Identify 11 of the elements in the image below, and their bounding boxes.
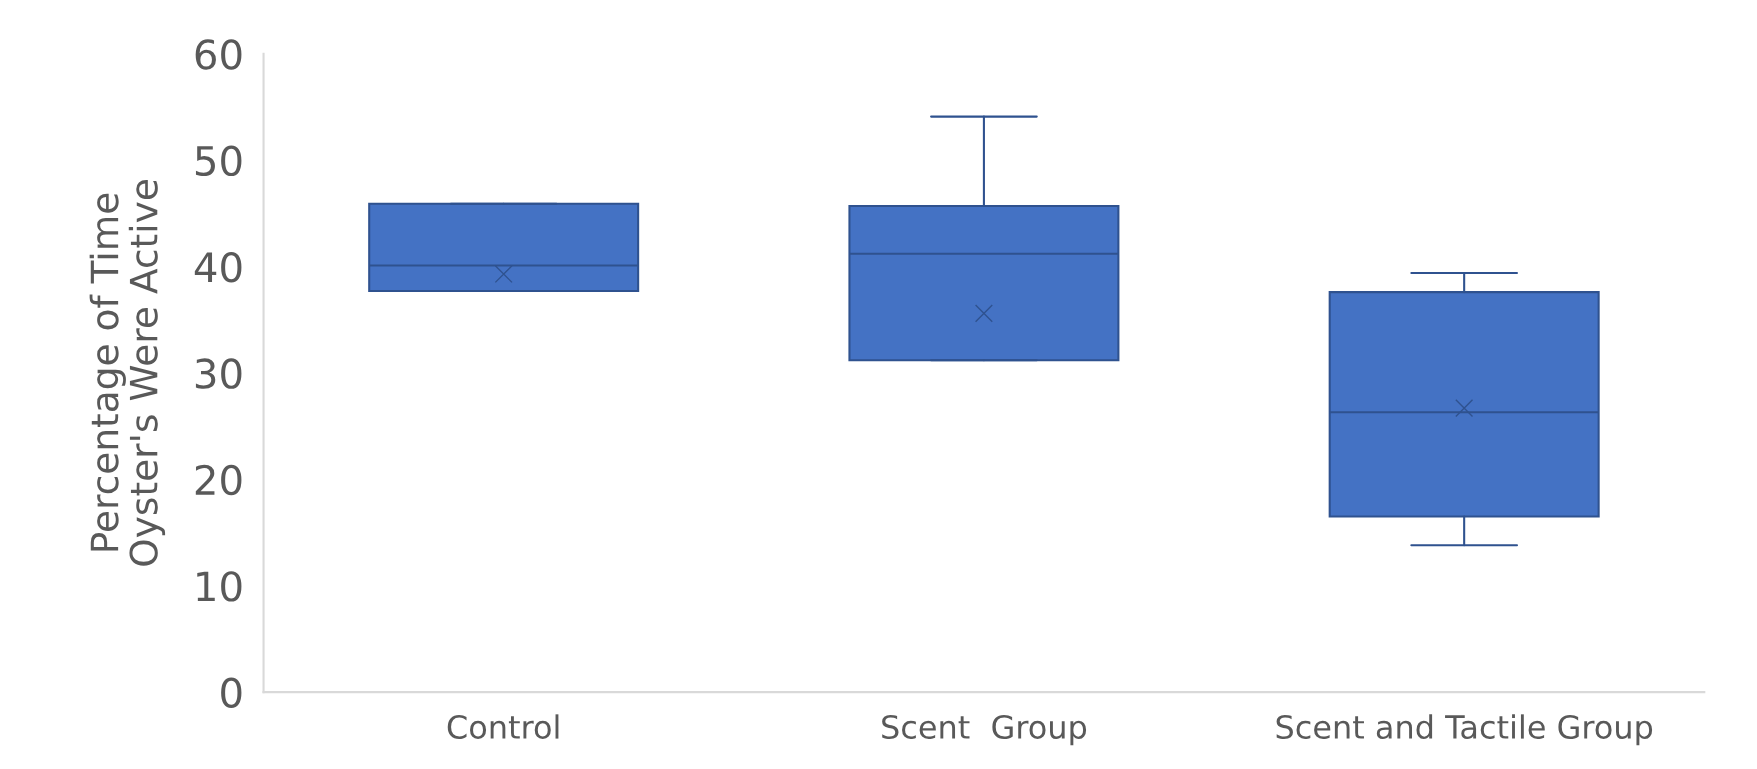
y-tick-label: 60 xyxy=(195,39,242,70)
y-axis-title: Percentage of Time Oyster's Were Active xyxy=(89,180,166,566)
y-tick-label: 50 xyxy=(195,145,242,177)
x-tick-label: Scent Group xyxy=(882,714,1087,746)
y-tick-label: 30 xyxy=(195,358,242,389)
x-tick-label: Scent and Tactile Group xyxy=(1276,714,1653,746)
x-tick-label: Control xyxy=(447,714,559,740)
y-tick-label: 10 xyxy=(197,571,242,602)
y-tick-label: 40 xyxy=(194,252,242,283)
y-tick-label: 0 xyxy=(221,677,242,708)
y-tick-label: 20 xyxy=(195,464,242,496)
